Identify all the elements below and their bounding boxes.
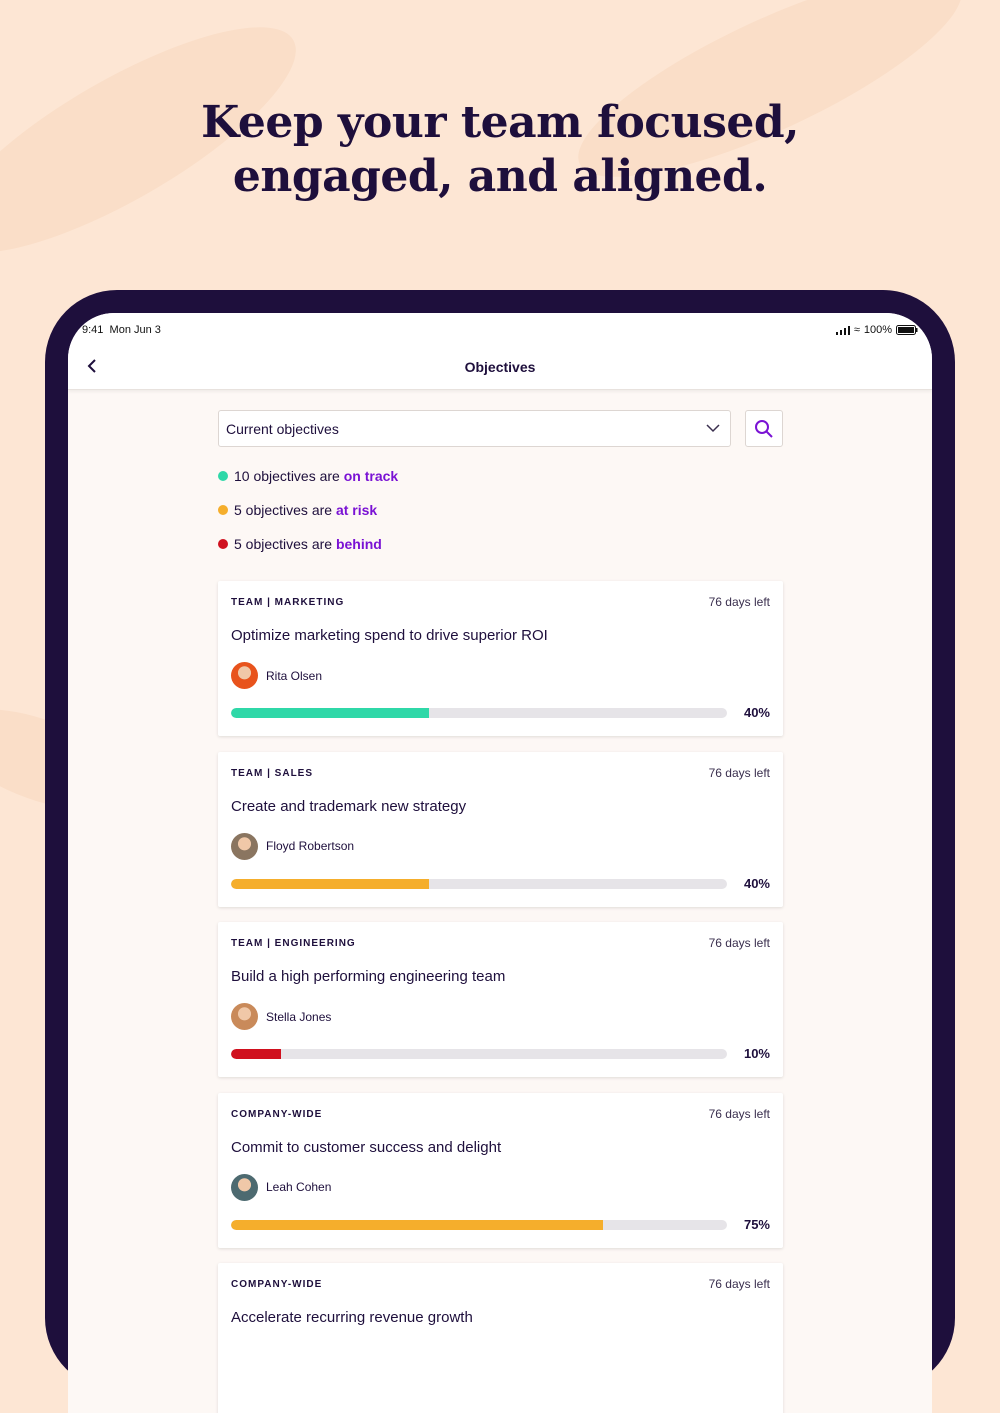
objective-title: Optimize marketing spend to drive superi… (231, 627, 548, 644)
owner-name: Leah Cohen (266, 1180, 332, 1194)
objective-title: Create and trademark new strategy (231, 797, 467, 815)
avatar (231, 832, 258, 860)
progress-fill (231, 1049, 281, 1059)
summary-count: 5 objectives are (234, 502, 336, 518)
summary-count: 10 objectives are (234, 468, 344, 484)
objective-category: TEAM | ENGINEERING (231, 938, 356, 949)
summary-text: 5 objectives are behind (234, 536, 382, 552)
status-summary-item: 5 objectives are behind (218, 536, 382, 552)
days-left: 76 days left (708, 1277, 770, 1291)
headline-line: Keep your team focused, (201, 97, 799, 148)
battery-icon (896, 325, 918, 335)
search-button[interactable] (745, 410, 783, 447)
page-title: Objectives (464, 359, 536, 375)
progress-bar (231, 878, 727, 889)
status-dot-icon (218, 505, 228, 515)
status-dot-icon (218, 471, 228, 481)
summary-text: 5 objectives are at risk (234, 502, 377, 518)
objectives-filter-dropdown[interactable]: Current objectives (218, 410, 731, 447)
search-icon (755, 419, 773, 438)
objective-title: Build a high performing engineering team (231, 968, 506, 985)
progress-bar (231, 1219, 727, 1230)
headline: Keep your team focused, engaged, and ali… (0, 96, 1000, 204)
avatar (231, 1003, 258, 1030)
objective-title: Accelerate recurring revenue growth (231, 1309, 473, 1326)
progress-bar (231, 1049, 727, 1059)
objective-title: Commit to customer success and delight (231, 1138, 502, 1156)
objective-owner: Rita Olsen (231, 662, 322, 689)
days-left: 76 days left (708, 765, 770, 780)
status-summary-item: 5 objectives are at risk (218, 502, 377, 518)
status-bar: 9:41 Mon Jun 3 ≈ 100% (68, 313, 932, 347)
summary-text: 10 objectives are on track (234, 468, 398, 484)
chevron-left-icon[interactable] (86, 355, 98, 377)
summary-count: 5 objectives are (234, 536, 336, 552)
status-dot-icon (218, 539, 228, 549)
summary-status-link[interactable]: on track (343, 468, 399, 484)
days-left: 76 days left (708, 936, 770, 950)
battery-percent: 100% (863, 324, 892, 336)
chevron-down-icon (706, 424, 720, 433)
objective-card[interactable]: COMPANY-WIDE 76 days left Commit to cust… (218, 1092, 783, 1248)
headline-line: engaged, and aligned. (232, 151, 768, 202)
app-screen: 9:41 Mon Jun 3 ≈ 100% Objectives Current… (68, 313, 932, 1413)
status-summary-item: 10 objectives are on track (218, 468, 398, 484)
status-time: 9:41 (82, 324, 104, 336)
objective-card[interactable]: COMPANY-WIDE 76 days left Accelerate rec… (218, 1263, 783, 1413)
progress-percent: 40% (743, 705, 770, 720)
progress-fill (231, 1219, 603, 1230)
objective-card[interactable]: TEAM | SALES 76 days left Create and tra… (218, 751, 783, 907)
owner-name: Rita Olsen (266, 668, 323, 683)
objective-category: TEAM | MARKETING (231, 597, 345, 608)
signal-icon (835, 325, 850, 335)
objective-card[interactable]: TEAM | MARKETING 76 days left Optimize m… (218, 581, 783, 736)
avatar (231, 662, 258, 689)
wifi-icon: ≈ (853, 324, 860, 336)
objective-category: COMPANY-WIDE (231, 1279, 323, 1290)
progress-fill (231, 708, 430, 718)
dropdown-value: Current objectives (226, 421, 339, 437)
objective-card[interactable]: TEAM | ENGINEERING 76 days left Build a … (218, 922, 783, 1077)
objective-owner: Stella Jones (231, 1003, 331, 1030)
objective-owner: Floyd Robertson (231, 832, 355, 860)
days-left: 76 days left (708, 595, 770, 609)
objective-category: COMPANY-WIDE (231, 1108, 323, 1120)
progress-percent: 40% (743, 875, 770, 891)
progress-fill (231, 878, 430, 889)
nav-bar: Objectives (68, 347, 932, 390)
progress-bar (231, 708, 727, 718)
avatar (231, 1173, 258, 1201)
owner-name: Floyd Robertson (266, 839, 355, 853)
days-left: 76 days left (708, 1106, 770, 1121)
status-date: Mon Jun 3 (109, 324, 161, 336)
summary-status-link[interactable]: at risk (335, 502, 378, 518)
objective-category: TEAM | SALES (231, 767, 314, 779)
owner-name: Stella Jones (266, 1009, 332, 1024)
progress-percent: 10% (743, 1046, 770, 1061)
objective-owner: Leah Cohen (231, 1173, 332, 1201)
progress-percent: 75% (743, 1216, 770, 1232)
summary-status-link[interactable]: behind (335, 536, 382, 552)
